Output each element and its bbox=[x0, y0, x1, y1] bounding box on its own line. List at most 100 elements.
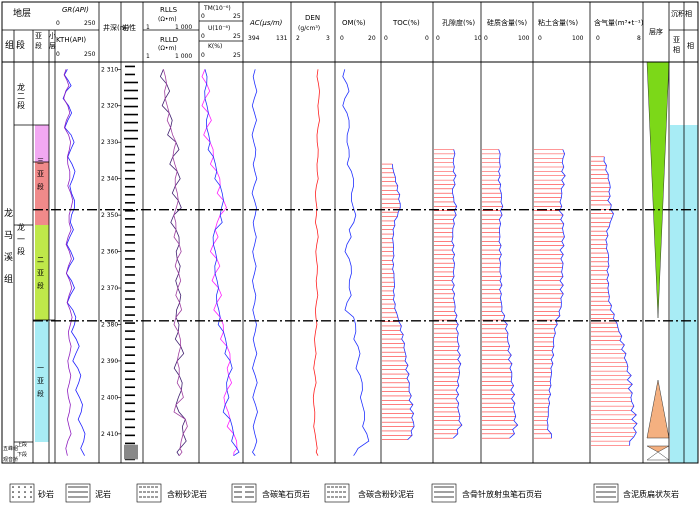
long2-char-1: 龙 bbox=[17, 82, 25, 92]
lithology-band bbox=[125, 290, 135, 292]
lithology-band bbox=[125, 458, 135, 461]
legend-swatch bbox=[65, 483, 91, 503]
guanyinqiao-label: 观音桥 bbox=[3, 456, 18, 463]
lithology-band bbox=[125, 274, 135, 276]
legend-swatch-dot bbox=[18, 496, 20, 498]
legend-swatch-dot bbox=[24, 486, 26, 488]
legend-label: 含骨针放射虫笔石页岩 bbox=[462, 489, 542, 499]
sub2-color-block bbox=[35, 225, 49, 320]
legend-swatch-dot bbox=[30, 496, 32, 498]
tm-label: TM(10⁻⁶) bbox=[203, 5, 231, 12]
tm-max: 25 bbox=[233, 13, 241, 20]
ac-min: 394 bbox=[248, 35, 260, 42]
lithology-band bbox=[125, 418, 135, 421]
lithology-band bbox=[124, 97, 138, 100]
k-label: K(%) bbox=[208, 43, 222, 50]
lithology-band bbox=[125, 386, 135, 389]
tm-min: 0 bbox=[201, 13, 205, 20]
lithology-band bbox=[125, 226, 135, 228]
lithology-band bbox=[125, 193, 135, 196]
silica-label: 硅质含量(%) bbox=[487, 18, 527, 27]
sequence-triangle-base-b bbox=[646, 451, 670, 461]
clay-max: 100 bbox=[572, 35, 584, 42]
sub1-char-2: 亚 bbox=[37, 377, 44, 385]
lithology-band bbox=[125, 338, 135, 340]
system-header: 组 bbox=[5, 39, 14, 51]
strata-header: 地层 bbox=[13, 7, 31, 19]
sub3-char-2: 亚 bbox=[37, 170, 44, 178]
u-min: 0 bbox=[201, 33, 205, 40]
lithology-band bbox=[125, 73, 135, 76]
legend-label: 泥岩 bbox=[95, 489, 111, 499]
lithology-band bbox=[125, 410, 135, 413]
longmaxi-char-1: 龙 bbox=[4, 207, 13, 219]
sequence-triangle-lower bbox=[646, 379, 670, 439]
lithology-band bbox=[125, 394, 135, 397]
porosity-envelope bbox=[451, 149, 463, 439]
log-curves bbox=[62, 69, 638, 457]
sub3-char-1: 三 bbox=[37, 157, 44, 165]
toc-min: 0 bbox=[384, 35, 388, 42]
lithology-band bbox=[125, 442, 135, 445]
lithology-band bbox=[125, 145, 135, 148]
lithology-band bbox=[125, 402, 135, 405]
sequence-triangle-base-a bbox=[646, 445, 670, 453]
lithology-band bbox=[125, 234, 135, 236]
sub1-color-block bbox=[35, 320, 49, 442]
legend-swatch bbox=[231, 483, 257, 503]
rlld-label: RLLD bbox=[160, 36, 178, 44]
sublayer-header-2: 层 bbox=[49, 42, 56, 50]
legend-label: 含碳含粉砂泥岩 bbox=[358, 489, 414, 499]
legend-swatch-dot bbox=[24, 496, 26, 498]
rlls-unit: (Ω•m) bbox=[158, 16, 177, 23]
rlld-min: 1 bbox=[146, 53, 150, 60]
ac-label: AC(μs/m) bbox=[249, 19, 283, 27]
silica-envelope bbox=[497, 149, 519, 439]
header-labels: 地层 组 段 亚 段 小 层 GR(API) 0 250 KTH(API) 0 … bbox=[5, 5, 694, 60]
lithology-band bbox=[125, 185, 135, 188]
legend-swatch bbox=[136, 483, 162, 503]
facies-header: 沉积相 bbox=[671, 9, 692, 18]
subfacies-header: 亚 bbox=[673, 36, 680, 44]
depth-tick-label: 2 410 bbox=[101, 431, 118, 438]
clay-envelope bbox=[546, 149, 566, 439]
den-min: 2 bbox=[296, 35, 300, 42]
gas-label: 含气量(m³•t⁻¹) bbox=[594, 18, 644, 27]
porosity-max: 10 bbox=[474, 35, 482, 42]
sub2-char-3: 段 bbox=[37, 281, 44, 290]
wufeng-label: 五峰组 bbox=[3, 445, 18, 452]
lithology-band bbox=[125, 177, 135, 180]
lithology-band bbox=[125, 378, 135, 381]
lithology-band bbox=[125, 65, 135, 68]
depth-tick-label: 2 400 bbox=[101, 394, 118, 401]
submember-header-2: 段 bbox=[35, 41, 42, 50]
lithology-band bbox=[125, 266, 135, 268]
facies-color-block bbox=[670, 125, 684, 463]
depth-tick-label: 2 310 bbox=[101, 66, 118, 73]
gas-max: 8 bbox=[637, 35, 641, 42]
legend-swatch bbox=[593, 483, 619, 503]
lithology-band bbox=[125, 322, 135, 324]
lithology-legend: 砂岩 泥岩 含粉砂泥岩 含碳笔石页岩 含碳含粉砂泥岩 含骨针放射虫笔石页岩 含泥质扁状灰岩 bbox=[9, 483, 679, 503]
k-min: 0 bbox=[201, 52, 205, 59]
lithology-band bbox=[125, 250, 135, 252]
legend-swatch bbox=[431, 483, 457, 503]
depth-tick-label: 2 390 bbox=[101, 358, 118, 365]
lower-label: 下段 bbox=[17, 451, 27, 458]
legend-swatch-dot bbox=[12, 491, 14, 493]
kth-curve bbox=[63, 69, 74, 456]
den-curve bbox=[312, 69, 320, 456]
gr-label: GR(API) bbox=[62, 6, 89, 14]
figure-frame bbox=[1, 1, 699, 464]
lithology-band bbox=[125, 362, 135, 364]
den-unit: (g/cm³) bbox=[298, 25, 320, 32]
lithology-band bbox=[124, 105, 138, 108]
legend-swatch-dot bbox=[30, 486, 32, 488]
u-label: U(10⁻⁶) bbox=[208, 25, 230, 32]
lithology-limestone-band bbox=[124, 444, 138, 460]
legend-swatch-dot bbox=[12, 496, 14, 498]
longmaxi-char-2: 马 bbox=[4, 230, 13, 241]
rlld-unit: (Ω•m) bbox=[158, 45, 177, 52]
lithology-column bbox=[124, 65, 138, 461]
